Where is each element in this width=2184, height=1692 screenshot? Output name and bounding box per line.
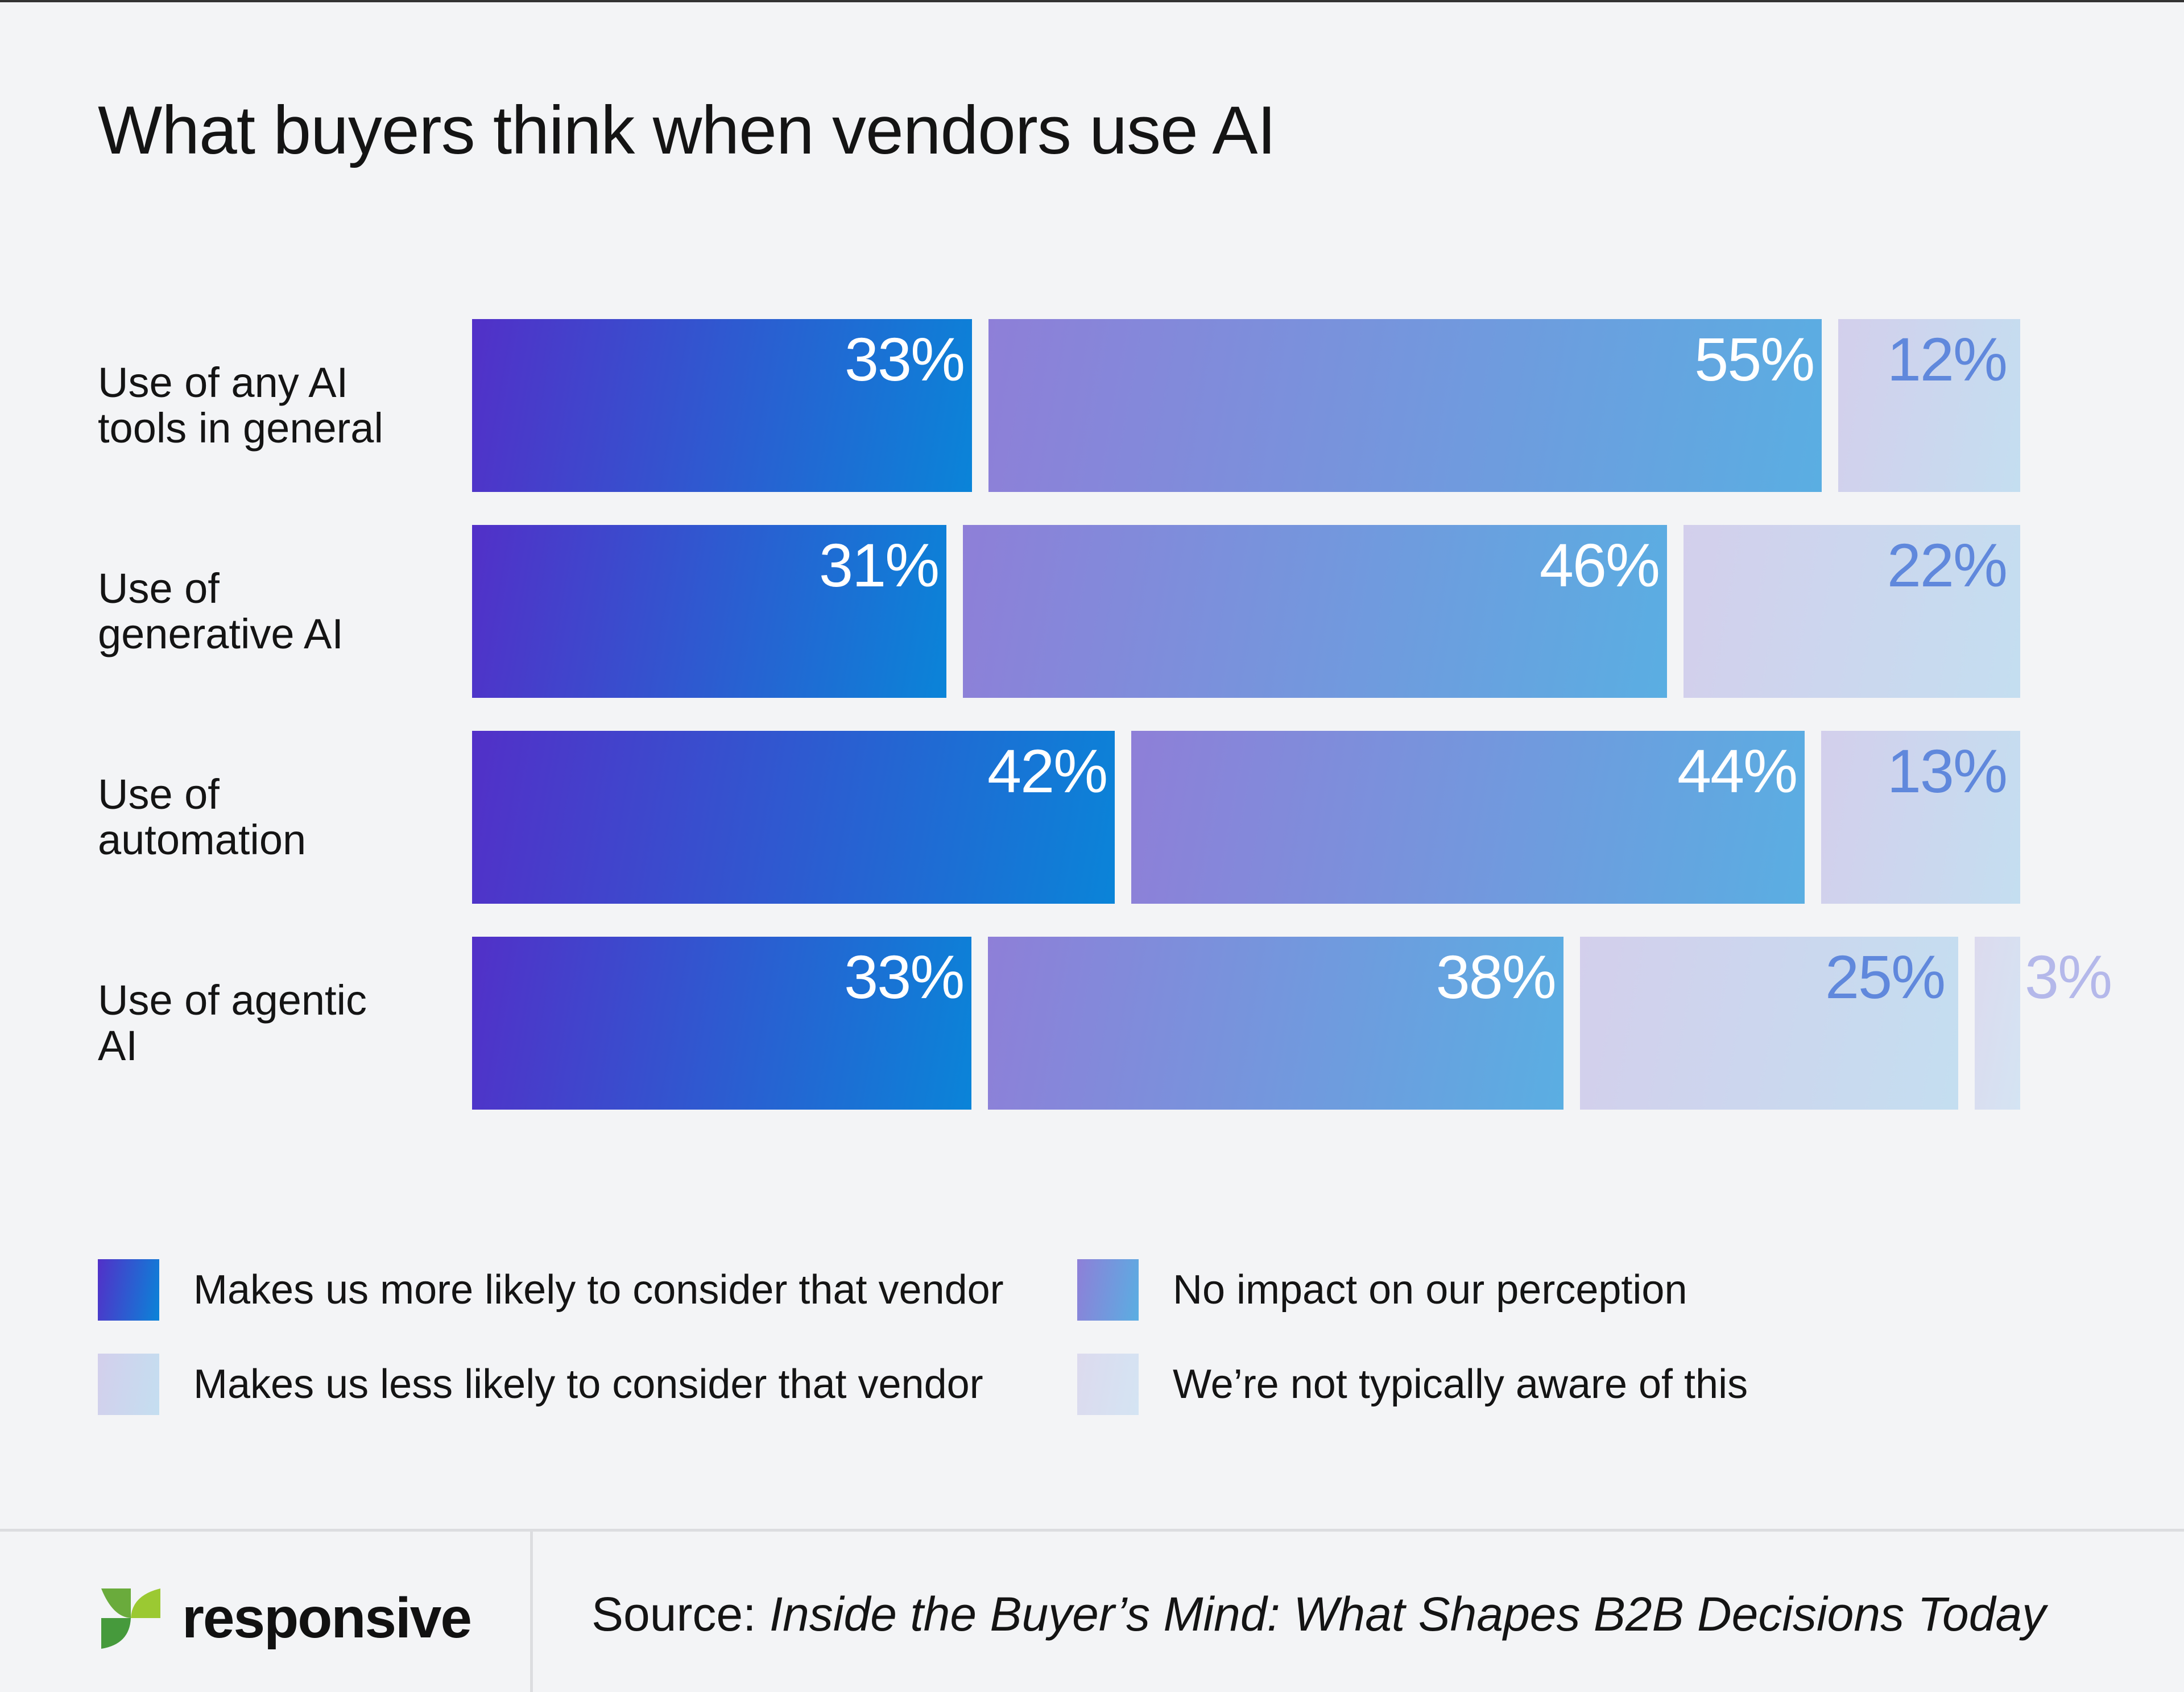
data-label: 3%	[2025, 942, 2112, 1011]
data-label: 25%	[1825, 942, 1946, 1011]
bar-segment	[472, 525, 947, 698]
data-label: 44%	[1677, 737, 1798, 805]
legend-label: No impact on our perception	[1173, 1267, 1687, 1313]
bar-segment	[472, 731, 1115, 904]
footer-divider	[0, 1529, 2184, 1532]
legend-label: We’re not typically aware of this	[1173, 1362, 1748, 1407]
bar-segment	[963, 525, 1667, 698]
logo-text: responsive	[182, 1586, 472, 1650]
data-label: 33%	[844, 325, 965, 394]
category-label: Use of automation	[98, 772, 439, 863]
source-label: Source:	[592, 1587, 756, 1641]
category-label-line: Use of agentic	[98, 977, 367, 1024]
bar-segment	[988, 319, 1822, 492]
category-label: Use of generative AI	[98, 566, 439, 657]
bar-segment	[1838, 319, 2020, 492]
legend-label: Makes us less likely to consider that ve…	[193, 1362, 983, 1407]
bar-segment	[472, 319, 973, 492]
bar-segment	[988, 937, 1563, 1110]
category-label-line: tools in general	[98, 404, 383, 452]
category-label-line: Use of	[98, 565, 220, 612]
responsive-logo: responsive	[101, 1586, 472, 1651]
category-label: Use of any AI tools in general	[98, 360, 439, 451]
legend-item: Makes us more likely to consider that ve…	[98, 1259, 1004, 1321]
bar-segment	[1975, 937, 2020, 1110]
legend-item: No impact on our perception	[1077, 1259, 1687, 1321]
source-citation: Source: Inside the Buyer’s Mind: What Sh…	[592, 1587, 2046, 1642]
legend-swatch	[98, 1259, 159, 1321]
responsive-leaf-icon	[101, 1588, 160, 1649]
data-label: 13%	[1887, 737, 2008, 805]
bar-segment	[1821, 731, 2020, 904]
category-label-line: Use of any AI	[98, 359, 349, 406]
data-label: 42%	[987, 737, 1108, 805]
data-label: 33%	[844, 942, 965, 1011]
legend-item: We’re not typically aware of this	[1077, 1354, 1748, 1415]
legend-item: Makes us less likely to consider that ve…	[98, 1354, 983, 1415]
category-label: Use of agentic AI	[98, 978, 439, 1069]
data-label: 31%	[819, 531, 940, 599]
chart-title: What buyers think when vendors use AI	[98, 92, 1276, 168]
bar-segment	[472, 937, 972, 1110]
legend-swatch	[1077, 1354, 1139, 1415]
data-label: 38%	[1436, 942, 1557, 1011]
data-label: 12%	[1887, 325, 2008, 394]
data-label: 22%	[1887, 531, 2008, 599]
source-title: Inside the Buyer’s Mind: What Shapes B2B…	[769, 1587, 2046, 1641]
category-label-line: AI	[98, 1022, 138, 1069]
category-label-line: generative AI	[98, 610, 344, 657]
legend-swatch	[1077, 1259, 1139, 1321]
category-label-line: automation	[98, 816, 307, 863]
data-label: 46%	[1539, 531, 1660, 599]
bar-segment	[1131, 731, 1805, 904]
bar-segment	[1579, 937, 1959, 1110]
bar-segment	[1684, 525, 2020, 698]
data-label: 55%	[1694, 325, 1815, 394]
footer-vertical-divider	[530, 1532, 533, 1692]
legend-label: Makes us more likely to consider that ve…	[193, 1267, 1004, 1313]
top-border	[0, 0, 2184, 2]
legend-swatch	[98, 1354, 159, 1415]
category-label-line: Use of	[98, 771, 220, 818]
